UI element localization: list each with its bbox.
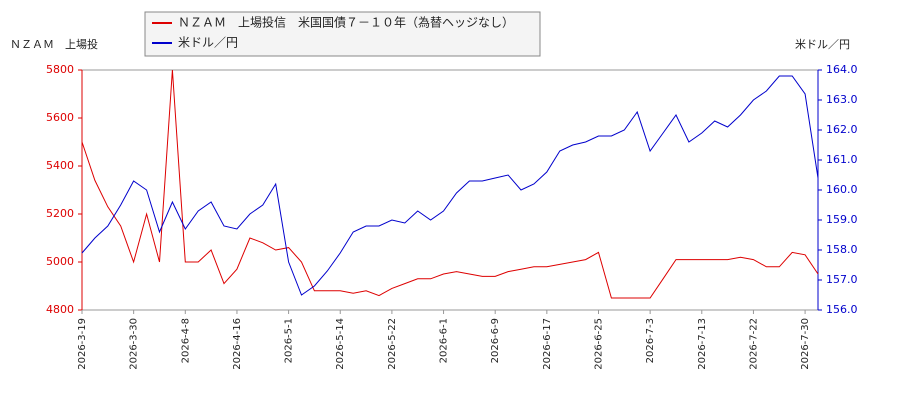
y2-tick-label: 161.0 bbox=[826, 153, 858, 166]
x-tick-label: 2026-5-22 bbox=[387, 318, 398, 370]
y-tick-label: 5000 bbox=[46, 255, 74, 268]
y2-tick-label: 162.0 bbox=[826, 123, 858, 136]
x-tick-label: 2026-7-30 bbox=[800, 318, 811, 370]
x-tick-label: 2026-6-9 bbox=[490, 318, 501, 363]
y-tick-label: 4800 bbox=[46, 303, 74, 316]
series-line bbox=[81, 75, 819, 296]
y-tick-label: 5200 bbox=[46, 207, 74, 220]
y2-tick-label: 157.0 bbox=[826, 273, 858, 286]
legend-label: ＮＺＡＭ 上場投信 米国国債７－１０年（為替ヘッジなし） bbox=[178, 15, 514, 30]
y2-tick-label: 156.0 bbox=[826, 303, 858, 316]
y2-tick-label: 159.0 bbox=[826, 213, 858, 226]
series-line bbox=[81, 69, 819, 299]
x-tick-label: 2026-6-25 bbox=[593, 318, 604, 370]
y-tick-label: 5800 bbox=[46, 63, 74, 76]
x-tick-label: 2026-3-19 bbox=[77, 318, 88, 370]
x-tick-label: 2026-6-17 bbox=[542, 318, 553, 370]
legend-label: 米ドル／円 bbox=[178, 36, 238, 50]
y-axis-label: ＮＺＡＭ 上場投 bbox=[10, 37, 98, 51]
x-tick-label: 2026-7-13 bbox=[697, 318, 708, 370]
x-tick-label: 2026-5-14 bbox=[335, 318, 346, 370]
x-tick-label: 2026-4-16 bbox=[232, 318, 243, 370]
y-tick-label: 5400 bbox=[46, 159, 74, 172]
x-tick-label: 2026-4-8 bbox=[180, 318, 191, 363]
x-tick-label: 2026-5-1 bbox=[284, 318, 295, 363]
y2-tick-label: 160.0 bbox=[826, 183, 858, 196]
x-tick-label: 2026-6-1 bbox=[439, 318, 450, 363]
x-tick-label: 2026-3-30 bbox=[129, 318, 140, 370]
legend-box bbox=[144, 11, 541, 57]
y-tick-label: 5600 bbox=[46, 111, 74, 124]
y2-tick-label: 158.0 bbox=[826, 243, 858, 256]
plot-frame bbox=[81, 69, 819, 311]
y2-tick-label: 163.0 bbox=[826, 93, 858, 106]
y2-tick-label: 164.0 bbox=[826, 63, 858, 76]
y2-axis-label: 米ドル／円 bbox=[795, 38, 850, 51]
x-tick-label: 2026-7-22 bbox=[748, 318, 759, 370]
x-tick-label: 2026-7-3 bbox=[645, 318, 656, 363]
